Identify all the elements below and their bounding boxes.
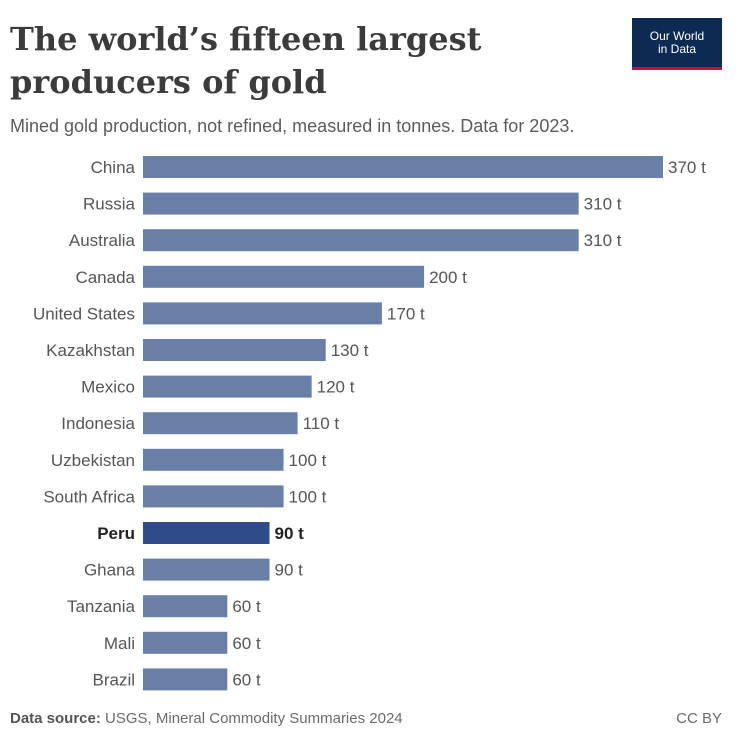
data-source-label: Data source: (10, 710, 101, 727)
chart-subtitle: Mined gold production, not refined, meas… (10, 116, 575, 136)
value-label-mexico: 120 t (317, 378, 355, 397)
chart-footer: Data source: USGS, Mineral Commodity Sum… (10, 710, 722, 727)
bar-ghana[interactable] (143, 558, 270, 581)
bar-mexico[interactable] (143, 375, 312, 398)
value-label-russia: 310 t (584, 195, 622, 214)
data-source: Data source: USGS, Mineral Commodity Sum… (10, 710, 403, 727)
category-label-mexico: Mexico (81, 378, 135, 397)
category-label-ghana: Ghana (84, 561, 136, 580)
bar-uzbekistan[interactable] (143, 448, 284, 471)
category-label-uzbekistan: Uzbekistan (51, 451, 135, 470)
data-source-text: USGS, Mineral Commodity Summaries 2024 (105, 710, 403, 727)
category-label-tanzania: Tanzania (67, 597, 136, 616)
bar-australia[interactable] (143, 229, 579, 252)
value-label-uzbekistan: 100 t (289, 451, 327, 470)
category-label-peru: Peru (97, 524, 135, 543)
bar-russia[interactable] (143, 192, 579, 215)
value-label-canada: 200 t (429, 268, 467, 287)
chart-title-line-2: producers of gold (10, 63, 327, 101)
value-label-indonesia: 110 t (303, 414, 340, 433)
category-label-australia: Australia (69, 231, 136, 250)
category-label-kazakhstan: Kazakhstan (46, 341, 135, 360)
bar-south-africa[interactable] (143, 485, 284, 508)
category-label-brazil: Brazil (92, 670, 135, 689)
bar-mali[interactable] (143, 631, 228, 654)
bar-peru[interactable] (143, 522, 270, 544)
bar-tanzania[interactable] (143, 595, 228, 618)
bar-brazil[interactable] (143, 668, 228, 691)
chart-title-line-1: The world’s fifteen largest (10, 20, 482, 58)
owid-logo-line-2: in Data (657, 41, 697, 56)
bar-united-states[interactable] (143, 302, 382, 325)
bar-china[interactable] (143, 156, 663, 178)
category-label-mali: Mali (104, 634, 135, 653)
category-label-south-africa: South Africa (43, 487, 135, 506)
value-label-peru: 90 t (274, 524, 304, 543)
chart-title: The world’s fifteen largest producers of… (10, 18, 570, 104)
category-label-united-states: United States (33, 304, 135, 323)
value-label-kazakhstan: 130 t (331, 341, 369, 360)
value-label-mali: 60 t (232, 634, 261, 653)
category-label-china: China (91, 158, 136, 177)
value-label-brazil: 60 t (232, 670, 261, 689)
license-label[interactable]: CC BY (676, 710, 722, 727)
value-label-tanzania: 60 t (232, 597, 261, 616)
value-label-australia: 310 t (584, 231, 622, 250)
value-label-united-states: 170 t (387, 304, 425, 323)
value-label-ghana: 90 t (274, 561, 303, 580)
category-label-canada: Canada (75, 268, 135, 287)
value-label-china: 370 t (668, 158, 706, 177)
category-label-indonesia: Indonesia (61, 414, 135, 433)
bar-kazakhstan[interactable] (143, 339, 326, 361)
bar-canada[interactable] (143, 265, 425, 288)
value-label-south-africa: 100 t (289, 487, 327, 506)
owid-logo-line-1: Our World (649, 28, 705, 43)
owid-logo[interactable]: Our World in Data (632, 18, 722, 70)
bar-indonesia[interactable] (143, 412, 298, 435)
category-label-russia: Russia (83, 195, 136, 214)
